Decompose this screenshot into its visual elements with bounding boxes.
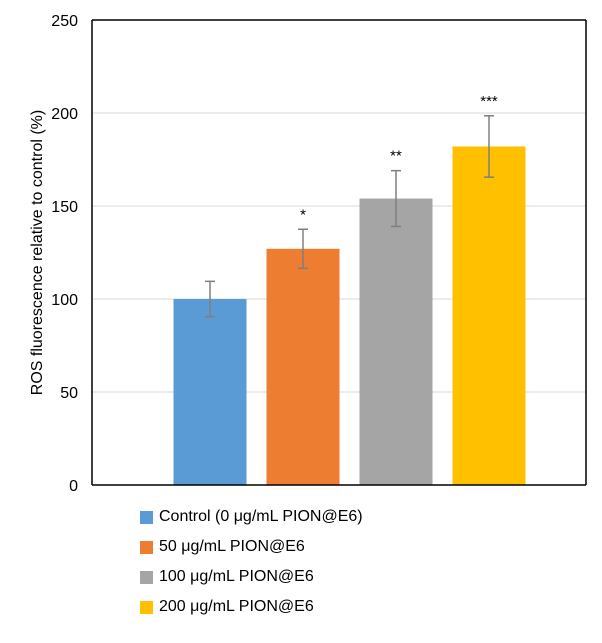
bar-2 <box>359 198 433 485</box>
legend-label-3: 200 μg/mL PION@E6 <box>159 598 314 615</box>
legend-swatch-2 <box>140 570 153 584</box>
legend-label-0: Control (0 μg/mL PION@E6) <box>159 508 363 525</box>
legend-item-2: 100 μg/mL PION@E6 <box>140 568 363 586</box>
y-tick-label-5: 250 <box>51 13 78 30</box>
y-tick-label-1: 50 <box>60 385 78 402</box>
legend-swatch-1 <box>140 540 153 554</box>
significance-label-1: * <box>300 206 306 223</box>
legend-item-3: 200 μg/mL PION@E6 <box>140 598 363 616</box>
bar-0 <box>173 299 247 485</box>
bar-1 <box>266 248 340 485</box>
legend-item-0: Control (0 μg/mL PION@E6) <box>140 508 363 526</box>
legend-label-2: 100 μg/mL PION@E6 <box>159 568 314 585</box>
legend-label-1: 50 μg/mL PION@E6 <box>159 538 305 555</box>
bar-3 <box>452 146 526 486</box>
legend: Control (0 μg/mL PION@E6) 50 μg/mL PION@E… <box>140 508 363 628</box>
legend-swatch-3 <box>140 600 153 614</box>
legend-swatch-0 <box>140 510 153 524</box>
y-tick-label-0: 0 <box>69 478 78 495</box>
y-axis-label: ROS fluorescence relative to control (%) <box>29 110 46 395</box>
y-tick-label-4: 200 <box>51 106 78 123</box>
significance-label-2: ** <box>390 148 402 165</box>
significance-label-3: *** <box>480 93 498 110</box>
y-tick-label-2: 100 <box>51 292 78 309</box>
y-tick-label-3: 150 <box>51 199 78 216</box>
legend-item-1: 50 μg/mL PION@E6 <box>140 538 363 556</box>
